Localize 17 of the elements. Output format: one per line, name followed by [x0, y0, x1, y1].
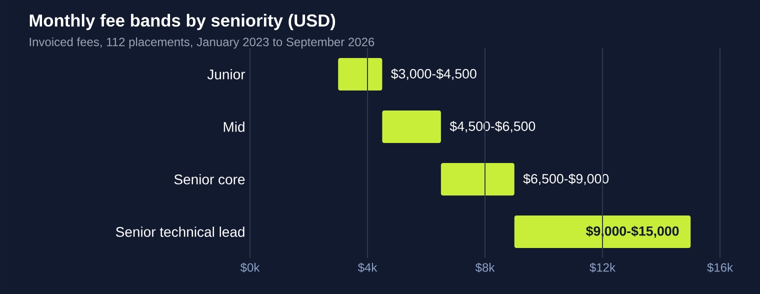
y-tick-label: Mid — [224, 122, 244, 132]
data-label: $3,000-$4,500 — [391, 68, 476, 80]
x-tick-label: $4k — [358, 262, 378, 272]
y-tick-label: Junior — [207, 69, 246, 80]
bar — [338, 58, 382, 91]
y-tick-label: Senior core — [174, 174, 245, 184]
bar — [440, 162, 514, 196]
data-label: $6,500-$9,000 — [523, 173, 609, 186]
x-tick-label: $12k — [590, 262, 616, 272]
bar — [382, 110, 441, 144]
data-label: $4,500-$6,500 — [450, 120, 536, 133]
chart-subtitle: Invoiced fees, 112 placements, January 2023 to September 2026 — [30, 37, 374, 49]
x-tick-label: $0k — [240, 262, 260, 272]
x-tick-label: $8k — [475, 262, 495, 272]
y-tick-label: Senior technical lead — [116, 226, 244, 237]
chart-title: Monthly fee bands by seniority (USD) — [30, 14, 336, 30]
x-tick-label: $16k — [707, 262, 734, 272]
